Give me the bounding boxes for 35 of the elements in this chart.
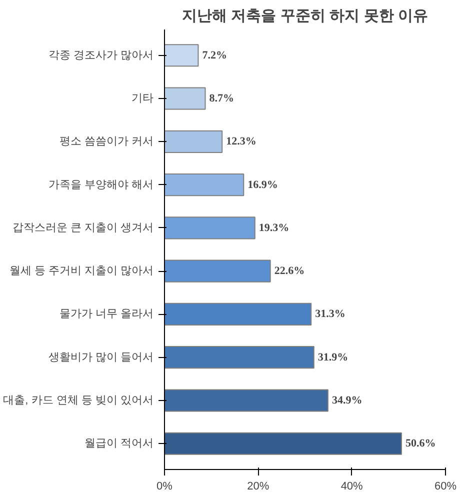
bar xyxy=(164,432,402,455)
bar xyxy=(164,44,199,67)
x-tick-label: 0% xyxy=(156,480,173,492)
data-label: 19.3% xyxy=(258,222,290,234)
y-tick-label: 갑작스러운 큰 지출이 생겨서 xyxy=(12,222,154,234)
chart-title: 지난해 저축을 꾸준히 하지 못한 이유 xyxy=(182,8,428,24)
y-tick-label: 생활비가 많이 들어서 xyxy=(48,351,154,364)
bar xyxy=(164,346,314,369)
bar xyxy=(164,174,244,196)
y-tick-label: 가족을 부양해야 해서 xyxy=(48,178,154,191)
data-label: 16.9% xyxy=(248,178,278,191)
data-label: 50.6% xyxy=(405,438,436,450)
data-label: 12.3% xyxy=(226,136,256,148)
bar xyxy=(164,260,271,282)
y-tick-label: 대출, 카드 연체 등 빚이 있어서 xyxy=(3,394,154,406)
x-tick-label: 20% xyxy=(247,480,270,492)
bar xyxy=(164,130,223,153)
data-label: 8.7% xyxy=(209,92,234,105)
y-tick-label: 기타 xyxy=(132,92,154,105)
bar xyxy=(164,87,206,110)
y-tick-label: 월급이 적어서 xyxy=(84,438,154,450)
bar xyxy=(164,216,256,240)
data-label: 34.9% xyxy=(332,394,362,406)
y-tick-label: 월세 등 주거비 지출이 많아서 xyxy=(9,265,154,278)
data-label: 31.9% xyxy=(318,351,348,364)
data-label: 22.6% xyxy=(274,265,305,278)
y-tick-label: 평소 씀씀이가 커서 xyxy=(59,136,154,148)
data-label: 7.2% xyxy=(202,49,227,62)
x-tick-label: 60% xyxy=(434,480,457,492)
y-tick-label: 각종 경조사가 많아서 xyxy=(48,49,154,62)
y-tick-label: 물가가 너무 올라서 xyxy=(59,308,154,320)
bar xyxy=(164,389,328,412)
x-tick-label: 40% xyxy=(340,480,364,492)
data-label: 31.3% xyxy=(315,308,346,320)
bar xyxy=(164,302,312,326)
